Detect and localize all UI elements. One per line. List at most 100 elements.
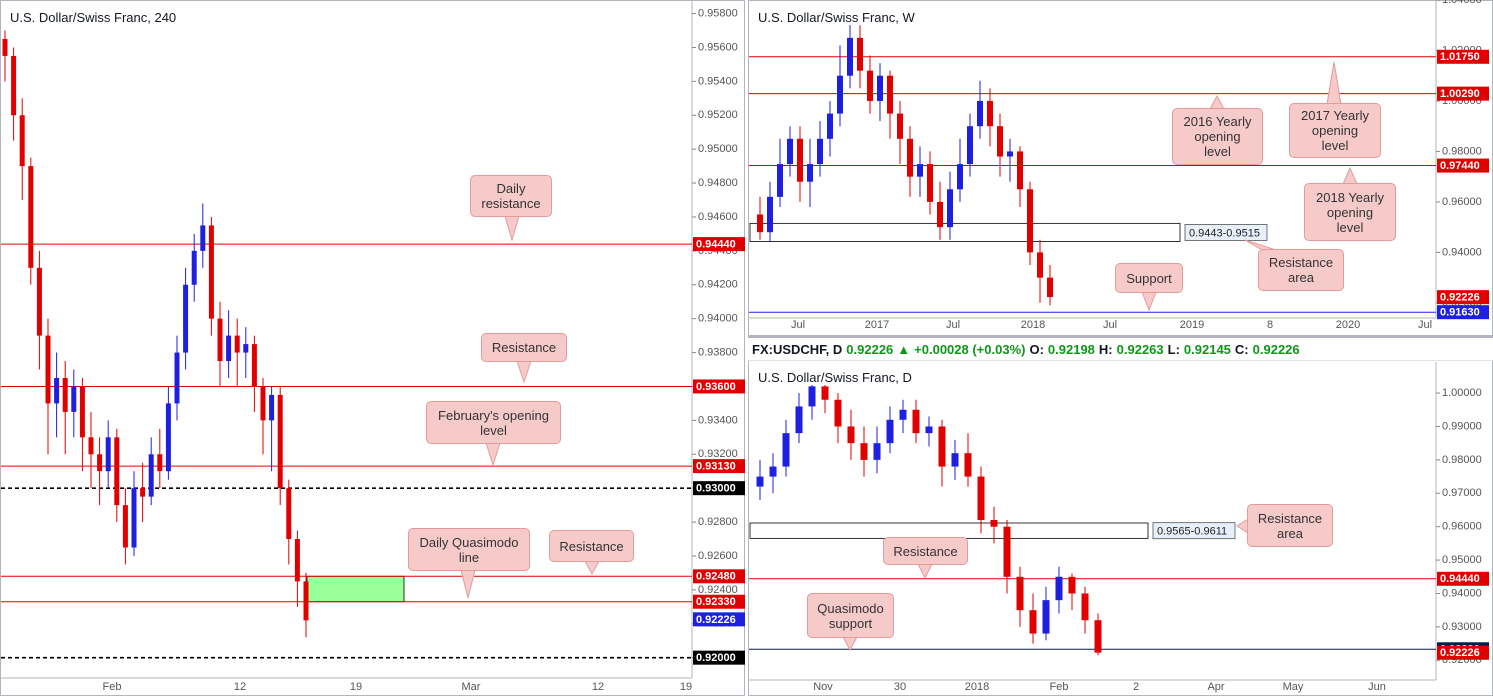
x-tick-label: 2017: [865, 319, 889, 331]
x-tick-label: 8: [1267, 319, 1273, 331]
y-tick-label: 0.95000: [1442, 554, 1482, 566]
y-tick-label: 0.95200: [698, 109, 738, 121]
callout: Resistance: [549, 530, 634, 562]
candle-body: [269, 394, 275, 421]
zone-label: 0.9443-0.9515: [1189, 227, 1260, 239]
price-label: 0.93000: [696, 483, 736, 495]
candle-body: [857, 37, 863, 71]
price-label-bg: [693, 379, 745, 394]
open-label: O:: [1029, 341, 1044, 357]
candle-body: [165, 403, 171, 472]
candle-body: [97, 454, 103, 472]
candle-body: [62, 377, 68, 412]
candle-body: [837, 75, 843, 114]
callout: Resistance area: [1258, 249, 1344, 291]
candle-body: [286, 488, 292, 540]
price-label-bg: [693, 612, 745, 627]
chart-title: U.S. Dollar/Swiss Franc, D: [756, 370, 914, 385]
candle-body: [105, 437, 111, 472]
candle-body: [977, 476, 985, 520]
candle-body: [797, 138, 803, 182]
candle-body: [977, 100, 983, 127]
y-tick-label: 0.93200: [698, 448, 738, 460]
callout: Daily resistance: [470, 175, 552, 217]
candle-body: [303, 581, 309, 621]
x-tick-label: 2: [1133, 681, 1139, 693]
candle-body: [71, 386, 77, 412]
callout: February's opening level: [426, 401, 561, 444]
y-tick-label: 1.00000: [1442, 387, 1482, 399]
y-tick-label: 0.92600: [698, 550, 738, 562]
price-label: 0.97440: [1440, 160, 1480, 172]
candle-body: [122, 505, 128, 548]
y-tick-label: 0.96000: [1442, 521, 1482, 533]
zone-label-bg: [1184, 224, 1268, 241]
y-tick-label: 0.96000: [1442, 196, 1482, 208]
price-label-bg: [1437, 571, 1489, 586]
price-label: 0.93130: [696, 461, 736, 473]
candle-body: [897, 113, 903, 139]
x-tick-label: Jun: [1368, 681, 1386, 693]
y-tick-label: 0.94000: [1442, 587, 1482, 599]
candle-body: [997, 126, 1003, 157]
candle-body: [947, 189, 953, 228]
x-tick-label: 2020: [1336, 319, 1360, 331]
y-tick-label: 0.92400: [698, 584, 738, 596]
candle-body: [886, 419, 894, 444]
candle-body: [1016, 576, 1024, 611]
y-tick-label: 0.94200: [698, 279, 738, 291]
x-tick-label: Nov: [813, 681, 833, 693]
candle-body: [234, 335, 240, 353]
candle-body: [217, 318, 223, 362]
x-tick-label: 19: [680, 681, 692, 693]
x-tick-label: Mar: [462, 681, 481, 693]
x-tick-label: Jul: [1418, 319, 1432, 331]
callout: Resistance: [883, 537, 968, 565]
x-tick-label: 2019: [1180, 319, 1204, 331]
price-label: 0.92480: [696, 571, 736, 583]
chart-title: U.S. Dollar/Swiss Franc, W: [756, 10, 917, 25]
price-label: 1.01750: [1440, 51, 1480, 63]
y-tick-label: 0.95000: [698, 143, 738, 155]
candle-body: [88, 437, 94, 455]
candle-body: [131, 488, 137, 548]
y-tick-label: 0.98000: [1442, 145, 1482, 157]
zone: [306, 575, 405, 603]
y-tick-label: 1.04000: [1442, 0, 1482, 6]
close: 0.92226: [1252, 341, 1300, 357]
candle-body: [964, 453, 972, 477]
y-tick-label: 0.94000: [698, 313, 738, 325]
candle-body: [1003, 526, 1011, 577]
candle-body: [912, 409, 920, 434]
price-label-bg: [1437, 49, 1489, 64]
candle-body: [208, 225, 214, 319]
price-label-bg: [693, 650, 745, 665]
zone: [749, 222, 1181, 242]
candle-body: [990, 519, 998, 527]
candle-body: [860, 443, 868, 460]
callout-pointers: [460, 61, 1358, 652]
candle-body: [817, 138, 823, 165]
y-tick-label: 0.94600: [698, 211, 738, 223]
candle-body: [807, 164, 813, 182]
zone-label: 0.9565-0.9611: [1157, 526, 1227, 538]
callout: 2016 Yearly opening level: [1172, 108, 1263, 165]
high: 0.92263: [1116, 341, 1164, 357]
y-tick-label: 0.93000: [1442, 621, 1482, 633]
candle-body: [148, 454, 154, 497]
price-label: 0.94440: [1440, 573, 1480, 585]
x-tick-label: 19: [350, 681, 362, 693]
y-tick-label: 0.95600: [698, 41, 738, 53]
price-label: 0.92226: [696, 614, 736, 626]
candle-body: [967, 126, 973, 165]
close-label: C:: [1234, 341, 1249, 357]
x-tick-label: Jul: [791, 319, 805, 331]
candle-body: [834, 399, 842, 427]
candle-body: [951, 453, 959, 467]
candle-body: [867, 70, 873, 101]
candle-body: [827, 113, 833, 139]
candle-body: [847, 37, 853, 76]
price-label: 1.00290: [1440, 88, 1480, 100]
